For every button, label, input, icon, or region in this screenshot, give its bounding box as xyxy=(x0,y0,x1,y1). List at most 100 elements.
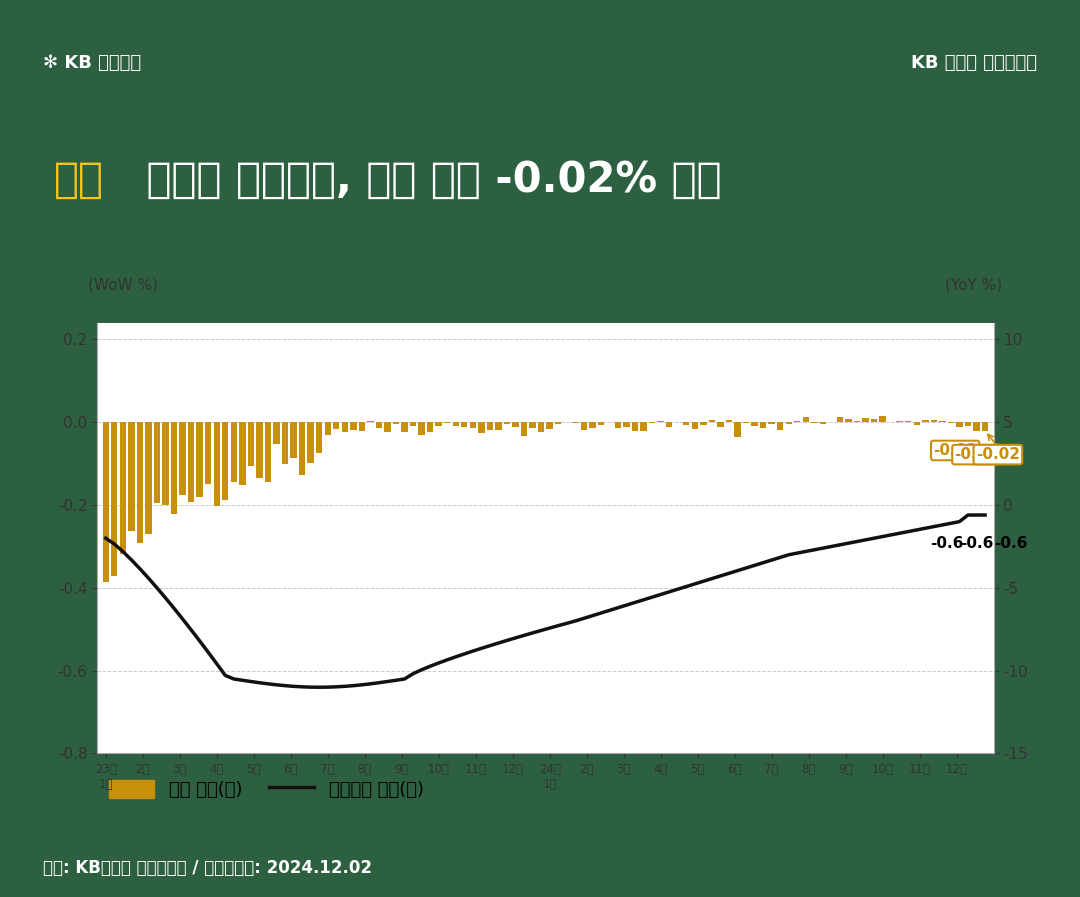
Bar xyxy=(239,422,245,484)
Bar xyxy=(418,422,424,435)
Bar xyxy=(922,420,929,422)
Bar xyxy=(982,422,988,431)
Bar xyxy=(973,422,980,431)
Text: (WoW %): (WoW %) xyxy=(89,278,159,292)
Text: -0.6: -0.6 xyxy=(994,536,1027,551)
Bar xyxy=(640,422,647,431)
Bar xyxy=(171,422,177,514)
Text: (YoY %): (YoY %) xyxy=(945,278,1002,292)
Bar xyxy=(683,422,689,425)
Bar xyxy=(461,422,468,427)
Bar xyxy=(308,422,314,463)
Text: 전국: 전국 xyxy=(54,159,104,200)
Bar xyxy=(393,422,400,423)
Bar xyxy=(700,422,706,425)
Bar xyxy=(590,422,595,428)
Bar xyxy=(597,422,604,425)
Bar xyxy=(914,422,920,425)
Bar xyxy=(376,422,382,428)
Legend: 전주 대비(좌), 전년동기 대비(우): 전주 대비(좌), 전년동기 대비(우) xyxy=(102,772,431,806)
Bar xyxy=(658,421,664,422)
Bar xyxy=(956,422,962,427)
Bar xyxy=(205,422,212,483)
Bar xyxy=(546,422,553,430)
Bar xyxy=(435,422,442,425)
Bar xyxy=(162,422,168,505)
Bar xyxy=(837,417,843,422)
Bar xyxy=(231,422,237,483)
Bar xyxy=(734,422,741,437)
Bar xyxy=(623,422,630,427)
Bar xyxy=(555,422,562,424)
Bar xyxy=(691,422,698,429)
Bar xyxy=(453,422,459,426)
Bar xyxy=(402,422,408,432)
Text: ✻ KB 국민은행: ✻ KB 국민은행 xyxy=(43,54,141,72)
Text: KB 부동산 데이터허브: KB 부동산 데이터허브 xyxy=(910,54,1037,72)
Bar xyxy=(752,422,758,426)
Text: 자료: KB부동산 데이터허브 / 조사기준일: 2024.12.02: 자료: KB부동산 데이터허브 / 조사기준일: 2024.12.02 xyxy=(43,858,373,877)
Bar xyxy=(137,422,143,543)
Bar xyxy=(214,422,220,506)
Bar xyxy=(359,422,365,431)
Bar xyxy=(291,422,297,458)
Bar xyxy=(964,422,971,426)
Bar xyxy=(862,418,868,422)
Bar xyxy=(820,422,826,423)
Bar xyxy=(222,422,229,501)
Bar xyxy=(879,416,886,422)
Bar xyxy=(111,422,118,576)
Bar xyxy=(512,422,518,427)
Bar xyxy=(367,421,374,422)
Bar xyxy=(129,422,135,531)
Text: 아파트 매매가격, 전주 대비 -0.02% 하락: 아파트 매매가격, 전주 대비 -0.02% 하락 xyxy=(132,159,721,200)
Bar xyxy=(529,422,536,428)
Bar xyxy=(496,422,501,430)
Bar xyxy=(410,422,416,426)
Text: -0.6: -0.6 xyxy=(930,536,963,551)
Text: -0.6: -0.6 xyxy=(960,536,994,551)
Text: -0.02: -0.02 xyxy=(955,447,999,462)
Bar xyxy=(333,422,339,429)
Bar xyxy=(581,422,588,430)
Bar xyxy=(478,422,485,433)
Bar xyxy=(760,422,767,428)
Bar xyxy=(247,422,254,466)
Bar xyxy=(341,422,348,432)
Bar xyxy=(384,422,391,431)
Bar xyxy=(785,422,792,424)
Bar xyxy=(846,419,852,422)
Bar xyxy=(717,422,724,427)
Bar xyxy=(503,422,510,423)
Text: -0.01: -0.01 xyxy=(933,443,977,458)
Bar xyxy=(896,421,903,422)
Bar xyxy=(726,420,732,422)
Bar xyxy=(299,422,306,475)
Bar xyxy=(103,422,109,582)
Bar xyxy=(802,417,809,422)
Bar xyxy=(179,422,186,495)
Bar xyxy=(777,422,783,431)
Bar xyxy=(632,422,638,431)
Bar xyxy=(708,420,715,422)
Bar xyxy=(265,422,271,483)
Bar xyxy=(316,422,322,454)
Bar xyxy=(145,422,151,534)
Bar xyxy=(273,422,280,444)
Bar xyxy=(120,422,126,553)
Bar xyxy=(538,422,544,431)
Bar xyxy=(153,422,160,503)
Bar xyxy=(444,422,450,423)
Bar xyxy=(470,422,476,428)
Bar xyxy=(197,422,203,497)
Bar xyxy=(870,419,877,422)
Bar xyxy=(427,422,433,432)
Bar xyxy=(931,420,937,422)
Text: -0.02: -0.02 xyxy=(976,447,1020,462)
Bar xyxy=(521,422,527,437)
Bar xyxy=(350,422,356,431)
Bar xyxy=(188,422,194,502)
Bar xyxy=(324,422,330,435)
Bar xyxy=(615,422,621,429)
Bar xyxy=(256,422,262,478)
